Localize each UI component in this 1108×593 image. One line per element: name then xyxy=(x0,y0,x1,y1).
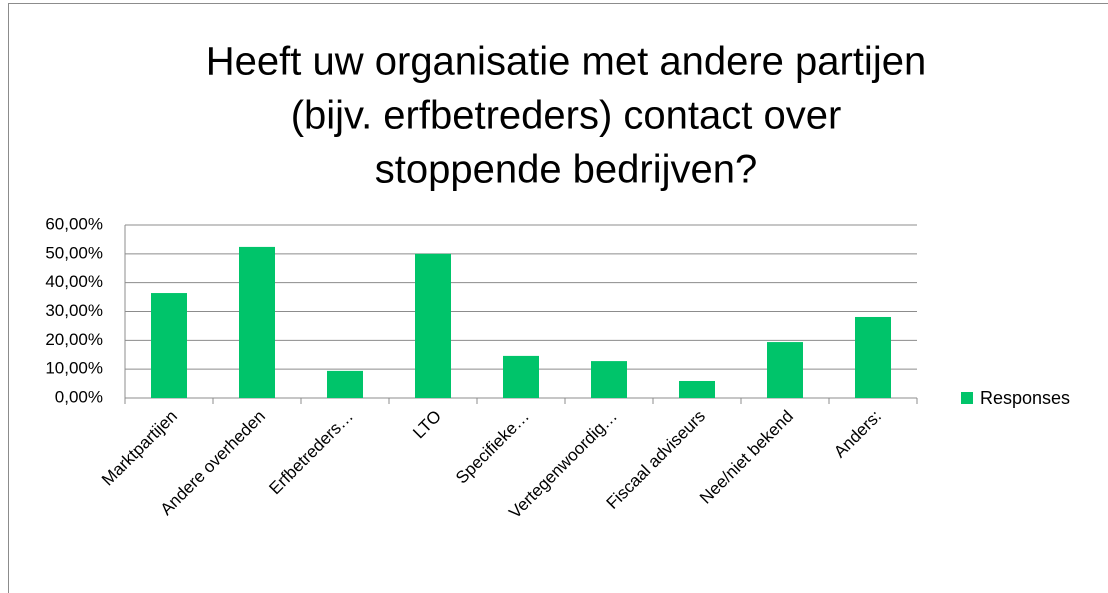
bar xyxy=(591,361,627,398)
bar xyxy=(855,316,891,398)
x-tick-label: Erfbetreders… xyxy=(265,407,357,499)
chart-title: stoppende bedrijven? xyxy=(375,148,758,192)
bar xyxy=(239,246,275,398)
bar xyxy=(151,293,187,398)
y-tick-label: 30,00% xyxy=(45,301,103,320)
legend-label: Responses xyxy=(980,388,1070,408)
bar xyxy=(415,253,451,398)
y-tick-label: 50,00% xyxy=(45,243,103,262)
x-tick-label: Fiscaal adviseurs xyxy=(603,407,709,513)
chart-title: Heeft uw organisatie met andere partijen xyxy=(206,40,926,84)
y-tick-label: 0,00% xyxy=(55,387,103,406)
y-tick-label: 60,00% xyxy=(45,214,103,233)
y-tick-label: 20,00% xyxy=(45,330,103,349)
x-tick-label: Specifieke… xyxy=(452,407,533,488)
x-tick-label: Nee/niet bekend xyxy=(696,407,797,508)
chart-title: (bijv. erfbetreders) contact over xyxy=(291,94,842,138)
bar xyxy=(327,370,363,398)
x-tick-label: Anders: xyxy=(830,407,885,462)
y-tick-label: 40,00% xyxy=(45,272,103,291)
bar xyxy=(767,342,803,398)
legend-swatch xyxy=(961,392,973,404)
bar xyxy=(503,355,539,398)
y-tick-label: 10,00% xyxy=(45,359,103,378)
bar xyxy=(679,380,715,398)
x-tick-label: Marktpartijen xyxy=(98,407,181,490)
chart-frame xyxy=(8,3,1108,593)
x-tick-label: LTO xyxy=(409,407,445,443)
